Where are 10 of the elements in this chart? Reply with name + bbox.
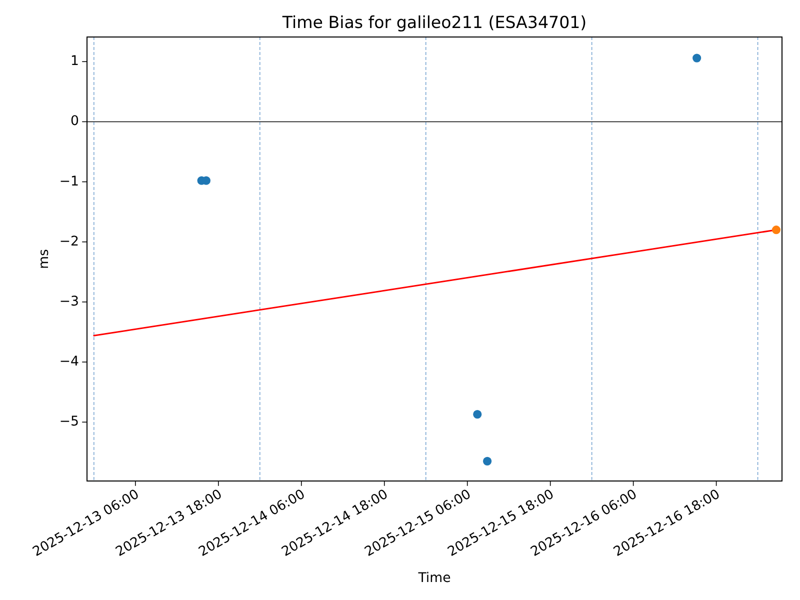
x-axis-title: Time bbox=[417, 571, 451, 586]
y-tick-label: −3 bbox=[59, 294, 79, 310]
chart-title: Time Bias for galileo211 (ESA34701) bbox=[281, 13, 587, 32]
y-tick-label: 0 bbox=[70, 114, 79, 130]
y-tick-label: −4 bbox=[59, 354, 79, 370]
y-tick-label: 1 bbox=[70, 54, 79, 70]
y-axis-title: ms bbox=[37, 248, 52, 269]
y-tick-label: −1 bbox=[59, 174, 79, 190]
y-tick-label: −5 bbox=[59, 414, 79, 430]
y-tick-label: −2 bbox=[59, 234, 79, 250]
